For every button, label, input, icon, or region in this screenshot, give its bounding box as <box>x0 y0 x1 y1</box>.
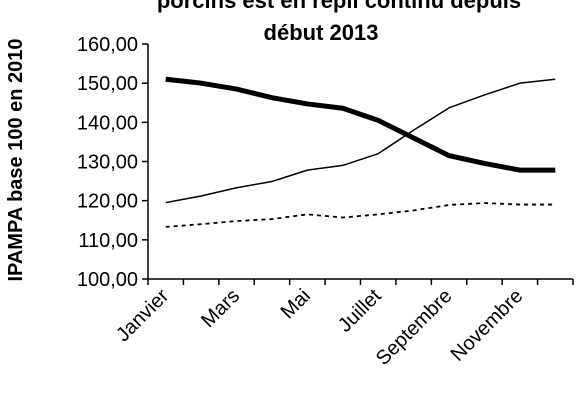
y-tick-label: 100,00 <box>77 269 138 291</box>
x-tick-label: Mai <box>277 285 315 323</box>
y-tick-label: 110,00 <box>78 230 138 252</box>
x-tick-label: Mars <box>197 285 244 332</box>
x-tick-label: Juillet <box>334 285 386 337</box>
x-tick-label: Novembre <box>447 285 528 366</box>
y-tick-label: 150,00 <box>77 73 138 95</box>
y-tick-labels: 100,00 110,00 120,00 130,00 140,00 150,00 160,… <box>77 34 138 291</box>
y-axis-label: IPAMPA base 100 en 2010 <box>5 38 27 281</box>
series-line-dotted <box>165 202 556 228</box>
chart-title-line-2: début 2013 <box>264 20 379 45</box>
x-tick-label: Janvier <box>112 285 173 346</box>
series-line-thick <box>165 76 556 173</box>
axes <box>142 43 574 285</box>
series-lines <box>165 76 556 228</box>
chart-title-line-1: porcins est en repli continu depuis <box>157 0 521 13</box>
y-tick-label: 140,00 <box>77 112 138 134</box>
series-line-thin <box>165 78 556 204</box>
y-tick-label: 130,00 <box>77 152 138 174</box>
y-tick-label: 120,00 <box>77 191 138 213</box>
y-tick-label: 160,00 <box>77 34 138 56</box>
x-tick-label: Septembre <box>372 285 457 370</box>
